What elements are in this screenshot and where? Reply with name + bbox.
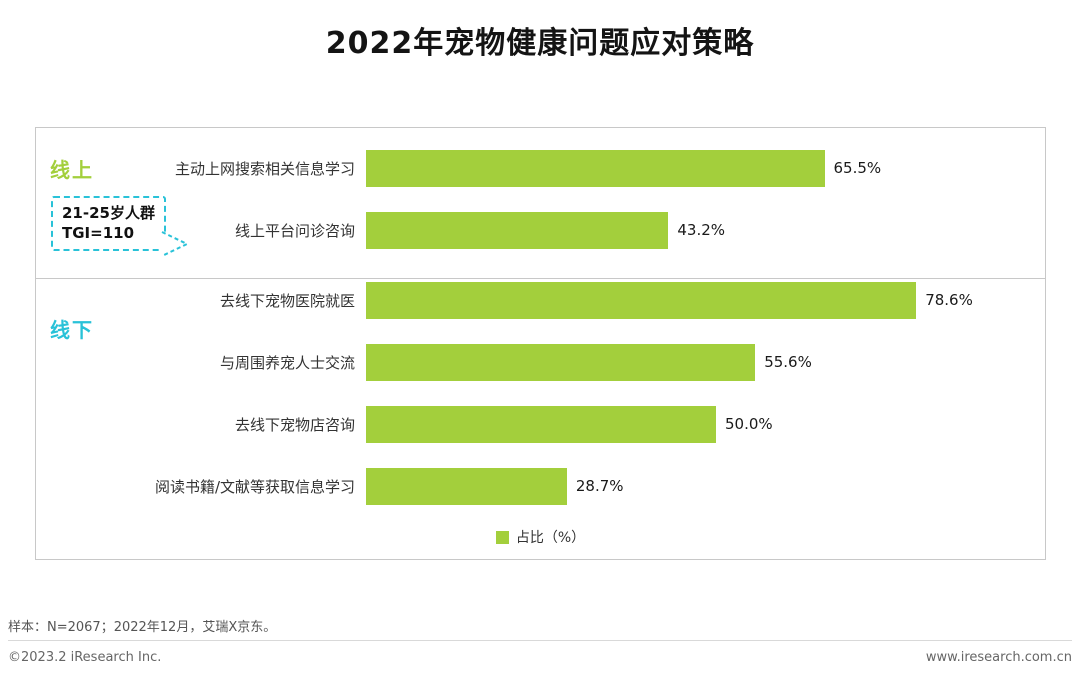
chart-row: 去线下宠物店咨询 50.0%	[36, 393, 1045, 455]
website-text: www.iresearch.com.cn	[925, 650, 1072, 665]
bar	[366, 211, 669, 249]
bar-track: 78.6%	[366, 281, 1045, 319]
group-label-offline: 线下	[50, 318, 94, 342]
chart-row: 与周围养宠人士交流 55.6%	[36, 331, 1045, 393]
bar	[366, 467, 567, 505]
category-label: 去线下宠物店咨询	[234, 415, 355, 434]
group-label-online: 线上	[50, 158, 94, 182]
legend-swatch	[495, 530, 509, 544]
bar-track: 50.0%	[366, 405, 1045, 443]
chart-row: 主动上网搜索相关信息学习 65.5%	[36, 137, 1045, 199]
annotation-line1: 21-25岁人群	[62, 204, 155, 222]
bar-track: 43.2%	[366, 211, 1045, 249]
copyright-text: ©2023.2 iResearch Inc.	[8, 650, 162, 665]
value-label: 50.0%	[725, 415, 773, 433]
bar-rows: 主动上网搜索相关信息学习 65.5% 线上平台问诊咨询 43.2% 去线下宠物医院就医 7…	[36, 137, 1045, 517]
category-label: 主动上网搜索相关信息学习	[174, 159, 355, 178]
category-label: 阅读书籍/文献等获取信息学习	[154, 477, 355, 496]
sample-note: 样本：N=2067；2022年12月，艾瑞X京东。	[8, 620, 277, 635]
footer-divider	[8, 640, 1072, 641]
page-title: 2022年宠物健康问题应对策略	[325, 26, 755, 61]
chart-container: 线上 线下 21-25岁人群 TGI=110 主动上网搜索相关信息学习 65.5%…	[35, 127, 1046, 560]
value-label: 78.6%	[925, 291, 973, 309]
chart-row: 线上平台问诊咨询 43.2%	[36, 199, 1045, 261]
tgi-annotation: 21-25岁人群 TGI=110	[51, 196, 190, 257]
bar	[366, 281, 917, 319]
bar	[366, 149, 825, 187]
bar-track: 65.5%	[366, 149, 1045, 187]
category-label: 线上平台问诊咨询	[234, 221, 355, 240]
chart-row: 去线下宠物医院就医 78.6%	[36, 269, 1045, 331]
annotation-pointer-icon	[161, 230, 190, 257]
bar-track: 28.7%	[366, 467, 1045, 505]
category-label: 去线下宠物医院就医	[219, 291, 355, 310]
section-divider	[36, 278, 1045, 279]
value-label: 65.5%	[833, 159, 882, 177]
legend: 占比（%）	[36, 527, 1045, 547]
bar-track: 55.6%	[366, 343, 1045, 381]
value-label: 28.7%	[575, 477, 624, 495]
legend-label: 占比（%）	[515, 530, 586, 546]
category-label: 与周围养宠人士交流	[219, 353, 355, 372]
chart-row: 阅读书籍/文献等获取信息学习 28.7%	[36, 455, 1045, 517]
value-label: 43.2%	[677, 221, 726, 239]
bar	[366, 405, 716, 443]
value-label: 55.6%	[764, 353, 812, 371]
annotation-line2: TGI=110	[62, 224, 135, 243]
bar	[366, 343, 756, 381]
